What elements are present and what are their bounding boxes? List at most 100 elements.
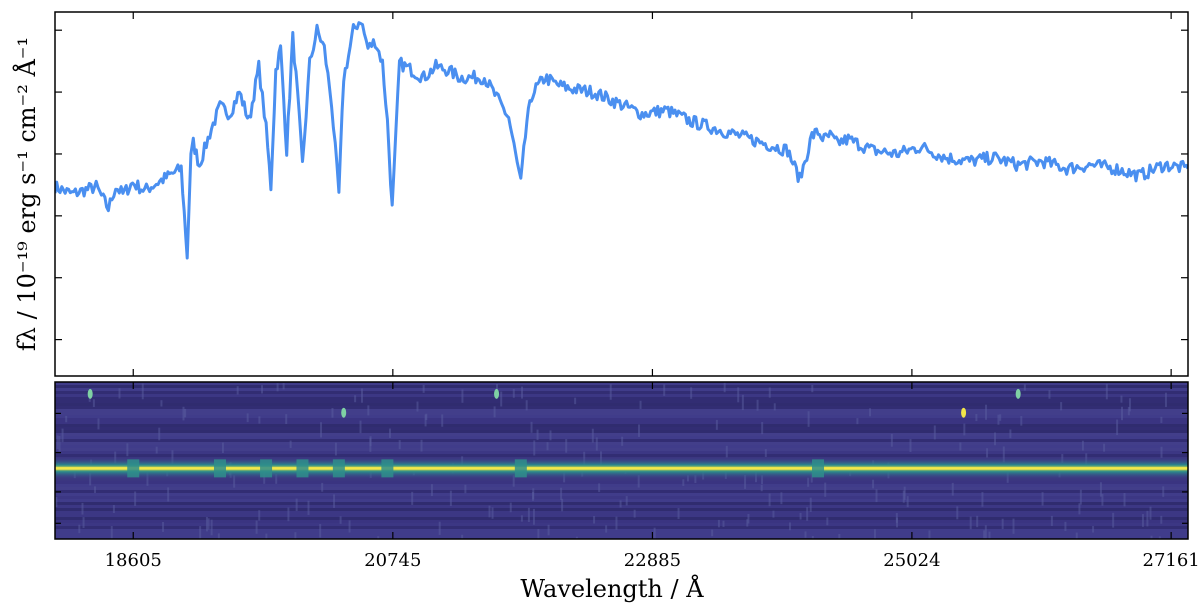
noise-streak	[985, 404, 988, 420]
noise-streak	[398, 440, 401, 450]
noise-streak	[348, 520, 351, 533]
noise-streak	[265, 533, 268, 539]
noise-streak	[496, 383, 499, 394]
noise-streak	[333, 494, 336, 508]
noise-streak	[1092, 526, 1095, 533]
noise-streak	[1002, 446, 1005, 463]
noise-streak	[906, 496, 909, 508]
noise-streak	[449, 490, 452, 506]
noise-streak	[527, 507, 530, 523]
noise-row	[55, 382, 1188, 385]
noise-streak	[933, 425, 936, 440]
noise-streak	[199, 526, 202, 539]
noise-row	[55, 388, 1188, 391]
noise-streak	[761, 475, 764, 485]
noise-streak	[997, 414, 1000, 425]
noise-streak	[171, 450, 174, 464]
noise-row	[55, 412, 1188, 415]
noise-row	[55, 445, 1188, 448]
x-tick-label: 18605	[105, 550, 162, 571]
noise-streak	[307, 500, 310, 515]
noise-streak	[221, 442, 224, 453]
noise-streak	[975, 413, 978, 422]
noise-streak	[591, 428, 594, 443]
noise-streak	[512, 389, 515, 398]
noise-streak	[182, 406, 185, 421]
noise-streak	[560, 487, 563, 500]
noise-streak	[976, 515, 979, 528]
noise-streak	[951, 482, 954, 496]
noise-streak	[873, 529, 876, 539]
noise-row	[55, 532, 1188, 535]
noise-streak	[411, 491, 414, 505]
noise-streak	[928, 530, 931, 539]
noise-streak	[258, 510, 261, 521]
noise-streak	[126, 443, 129, 457]
spectrum-x-ticks	[132, 12, 1172, 376]
noise-streak	[532, 508, 535, 525]
noise-streak	[207, 518, 210, 530]
noise-streak	[605, 525, 608, 533]
noise-streak	[737, 387, 740, 403]
noise-streak	[811, 384, 814, 393]
noise-row	[55, 484, 1188, 487]
noise-streak	[430, 484, 433, 497]
noise-streak	[205, 516, 208, 532]
spectrum-panel	[54, 11, 1189, 377]
noise-streak	[723, 382, 726, 393]
noise-streak	[1009, 429, 1012, 439]
absorption-gap	[332, 459, 345, 478]
spectrum-2d-noise	[55, 382, 1188, 539]
spectrum-2d-panel: 18605 20745 22885 25024 27161	[54, 381, 1200, 571]
noise-streak	[682, 479, 685, 486]
noise-streak	[890, 433, 893, 447]
noise-streak	[1078, 503, 1081, 515]
noise-streak	[261, 385, 264, 394]
spectrum-2d-bright-spots	[87, 388, 1021, 418]
noise-streak	[956, 506, 959, 520]
y-axis-label: fλ / 10⁻¹⁹ erg s⁻¹ cm⁻² Å⁻¹	[12, 37, 41, 351]
noise-streak	[788, 522, 791, 531]
noise-streak	[969, 516, 972, 530]
noise-streak	[984, 525, 987, 539]
noise-streak	[530, 421, 533, 433]
noise-row	[55, 385, 1188, 388]
noise-streak	[1079, 489, 1082, 505]
noise-streak	[500, 391, 503, 407]
noise-streak	[768, 493, 771, 507]
noise-streak	[999, 414, 1002, 421]
noise-row	[55, 448, 1188, 451]
noise-streak	[1158, 536, 1161, 539]
noise-row	[55, 415, 1188, 418]
noise-streak	[983, 530, 986, 539]
absorption-gap	[812, 459, 825, 478]
noise-streak	[824, 482, 827, 497]
noise-streak	[653, 527, 656, 539]
noise-streak	[595, 437, 598, 451]
noise-streak	[807, 477, 810, 487]
noise-row	[55, 511, 1188, 514]
noise-streak	[512, 475, 515, 487]
spectrum-line	[55, 21, 1188, 260]
noise-streak	[746, 519, 749, 527]
noise-streak	[81, 502, 84, 515]
noise-streak	[388, 428, 391, 438]
noise-streak	[521, 386, 524, 399]
noise-row	[55, 481, 1188, 484]
noise-row	[55, 508, 1188, 511]
noise-streak	[118, 388, 121, 399]
noise-streak	[896, 517, 899, 528]
noise-streak	[319, 524, 322, 538]
noise-streak	[838, 533, 841, 539]
noise-streak	[441, 414, 444, 427]
noise-row	[55, 496, 1188, 499]
noise-streak	[55, 496, 58, 508]
spectrum-2d-absorption-gaps	[127, 459, 825, 478]
noise-streak	[598, 483, 601, 493]
absorption-gap	[260, 459, 273, 478]
noise-streak	[959, 442, 962, 451]
noise-streak	[78, 524, 81, 534]
noise-row	[55, 535, 1188, 538]
noise-streak	[764, 449, 767, 458]
noise-streak	[639, 400, 642, 409]
